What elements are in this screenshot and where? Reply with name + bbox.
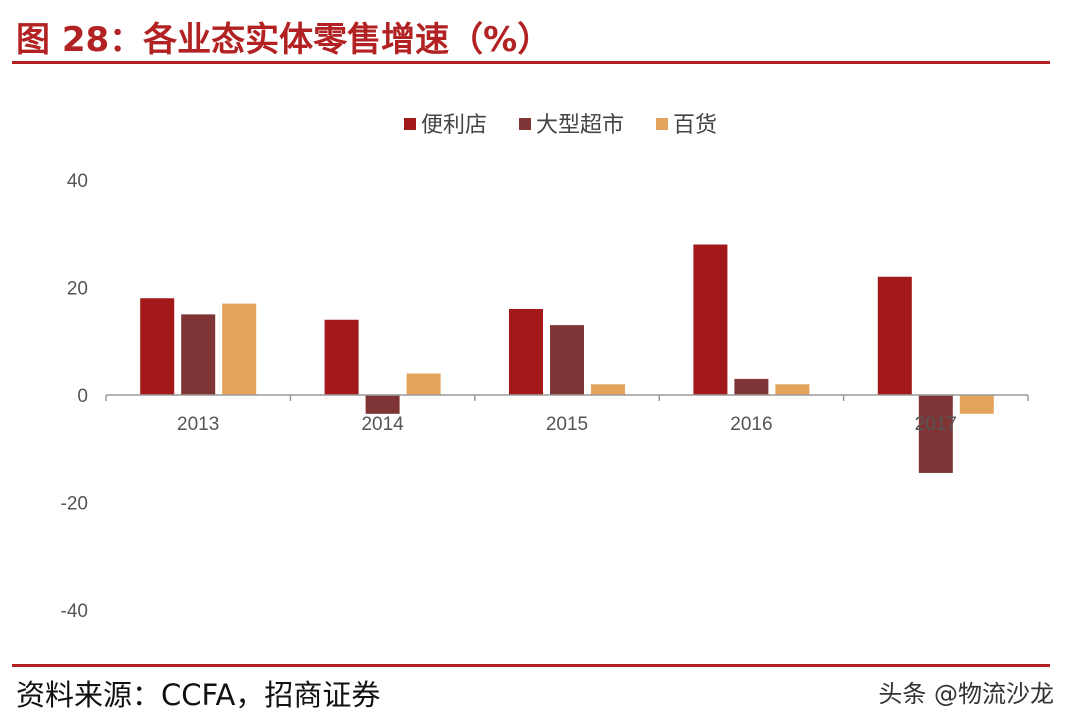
x-tick-label: 2013 xyxy=(177,414,219,435)
chart-legend: 便利店 大型超市 百货 xyxy=(404,113,717,138)
y-tick-label: 20 xyxy=(67,279,88,300)
x-tick-label: 2014 xyxy=(361,414,404,435)
bar xyxy=(734,378,769,395)
y-tick-label: 0 xyxy=(77,386,88,407)
bar xyxy=(591,384,625,395)
legend-swatch xyxy=(519,118,531,130)
source-note: 资料来源：CCFA，招商证券 xyxy=(16,678,381,712)
bar xyxy=(693,244,728,395)
legend-swatch xyxy=(404,118,416,130)
watermark: 头条 @物流沙龙 xyxy=(878,680,1054,708)
bar xyxy=(324,319,359,395)
bar xyxy=(509,309,543,395)
bar xyxy=(222,303,257,395)
y-axis: -40 -20 0 20 40 xyxy=(61,171,88,622)
legend-label: 大型超市 xyxy=(536,113,624,138)
bar xyxy=(877,276,912,395)
x-tick-label: 2017 xyxy=(915,414,957,435)
figure-title: 图 28：各业态实体零售增速（%） xyxy=(16,20,552,60)
legend-label: 百货 xyxy=(673,113,717,138)
bar xyxy=(959,395,994,414)
bars-group xyxy=(140,244,994,473)
bar xyxy=(365,395,400,414)
bar xyxy=(918,395,953,473)
y-tick-label: 40 xyxy=(67,171,88,192)
legend-swatch xyxy=(656,118,668,130)
title-rule xyxy=(12,61,1050,64)
bar xyxy=(181,314,216,395)
bar xyxy=(140,298,175,395)
x-tick-label: 2015 xyxy=(546,414,588,435)
x-tick-label: 2016 xyxy=(730,414,772,435)
y-tick-label: -40 xyxy=(61,601,88,622)
bar xyxy=(406,373,441,395)
bar xyxy=(775,384,810,395)
legend-label: 便利店 xyxy=(421,113,487,138)
footer-rule xyxy=(12,664,1050,667)
y-tick-label: -20 xyxy=(61,494,88,515)
bar xyxy=(550,325,584,395)
x-axis: 2013 2014 2015 2016 2017 xyxy=(105,394,1029,435)
